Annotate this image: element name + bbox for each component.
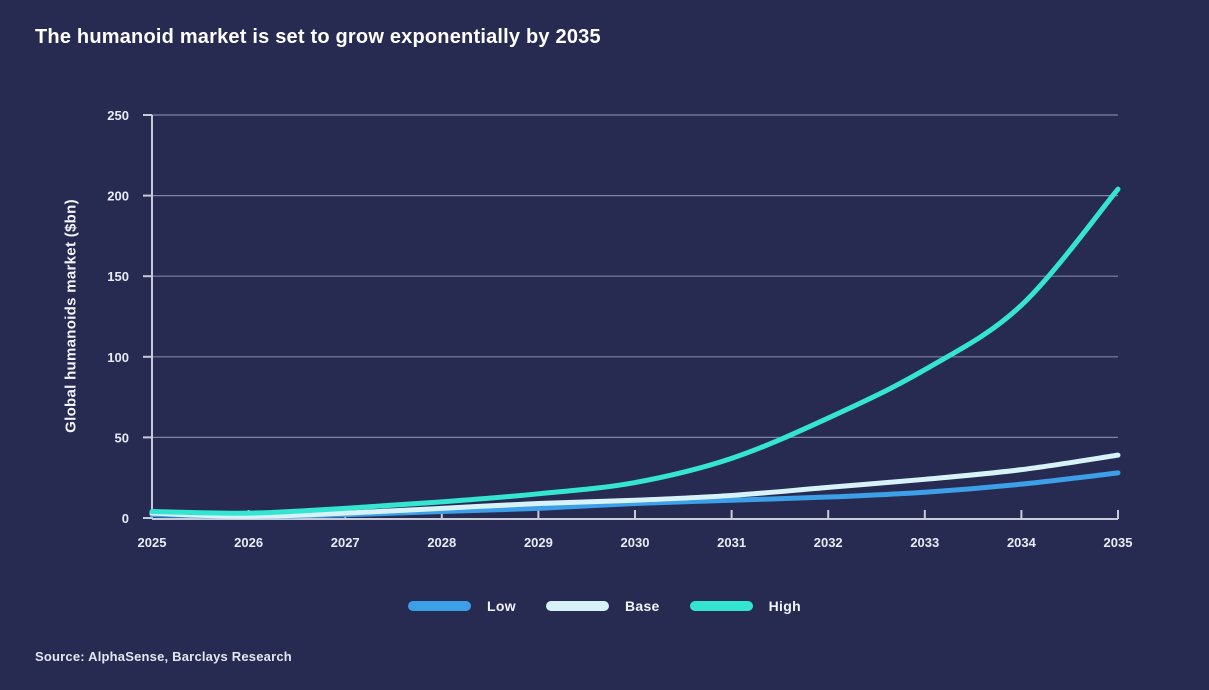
legend-label-low: Low	[487, 598, 516, 614]
x-tick-label-2030: 2030	[621, 535, 650, 550]
x-tick-label-2035: 2035	[1104, 535, 1133, 550]
x-tick-label-2033: 2033	[910, 535, 939, 550]
x-tick-label-2034: 2034	[1007, 535, 1037, 550]
y-tick-label-50: 50	[115, 430, 129, 445]
y-tick-label-250: 250	[107, 108, 129, 123]
humanoid-market-line-chart: 0 50 100 150 200 250 2025 2026 2027 2028 2029 2030 2…	[107, 108, 1133, 550]
chart-legend: Low Base High	[0, 598, 1209, 614]
legend-item-high: High	[689, 598, 801, 614]
legend-swatch-low	[408, 601, 472, 611]
source-note: Source: AlphaSense, Barclays Research	[35, 649, 292, 664]
chart-title: The humanoid market is set to grow expon…	[35, 26, 601, 48]
x-tick-label-2029: 2029	[524, 535, 553, 550]
y-tick-label-150: 150	[107, 269, 129, 284]
x-tick-label-2031: 2031	[717, 535, 746, 550]
series-line-base	[149, 452, 1121, 519]
x-tick-label-2025: 2025	[138, 535, 167, 550]
legend-swatch-high	[689, 601, 753, 611]
x-tick-label-2026: 2026	[234, 535, 263, 550]
legend-item-low: Low	[408, 598, 516, 614]
y-tick-label-100: 100	[107, 350, 129, 365]
legend-label-high: High	[768, 598, 801, 614]
x-tick-label-2028: 2028	[427, 535, 456, 550]
x-tick-label-2027: 2027	[331, 535, 360, 550]
series-line-high	[149, 186, 1121, 516]
legend-item-base: Base	[545, 598, 660, 614]
y-tick-label-200: 200	[107, 189, 129, 204]
legend-label-base: Base	[624, 598, 660, 614]
y-tick-label-0: 0	[122, 511, 129, 526]
legend-swatch-base	[545, 601, 609, 611]
x-tick-label-2032: 2032	[814, 535, 843, 550]
